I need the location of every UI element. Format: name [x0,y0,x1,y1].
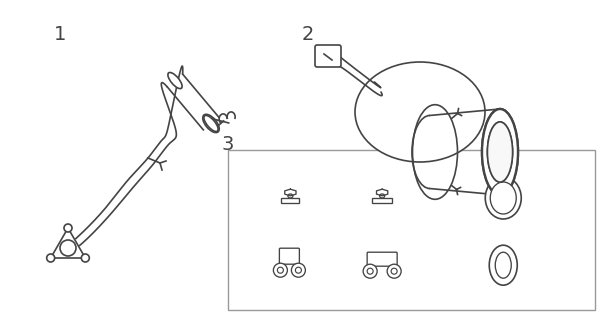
Polygon shape [50,228,85,258]
FancyBboxPatch shape [367,252,397,266]
Circle shape [387,264,401,278]
Ellipse shape [489,245,517,285]
Ellipse shape [487,122,512,182]
Ellipse shape [490,182,516,214]
Ellipse shape [487,122,512,182]
Ellipse shape [204,116,218,132]
Text: 2: 2 [302,26,314,44]
Ellipse shape [482,109,518,195]
Ellipse shape [482,109,518,195]
Bar [281,198,299,203]
Circle shape [292,263,305,277]
Circle shape [64,224,72,232]
Circle shape [82,254,89,262]
Text: 3: 3 [222,135,234,155]
FancyBboxPatch shape [315,45,341,67]
Text: 1: 1 [54,26,66,44]
Ellipse shape [168,72,182,89]
Bar [372,198,392,203]
Circle shape [47,254,55,262]
Circle shape [274,263,287,277]
Ellipse shape [485,177,521,219]
FancyBboxPatch shape [280,248,299,264]
Ellipse shape [355,62,485,162]
Ellipse shape [495,252,511,278]
Circle shape [363,264,377,278]
Bar [228,150,595,310]
Polygon shape [377,189,388,196]
Polygon shape [285,189,296,196]
